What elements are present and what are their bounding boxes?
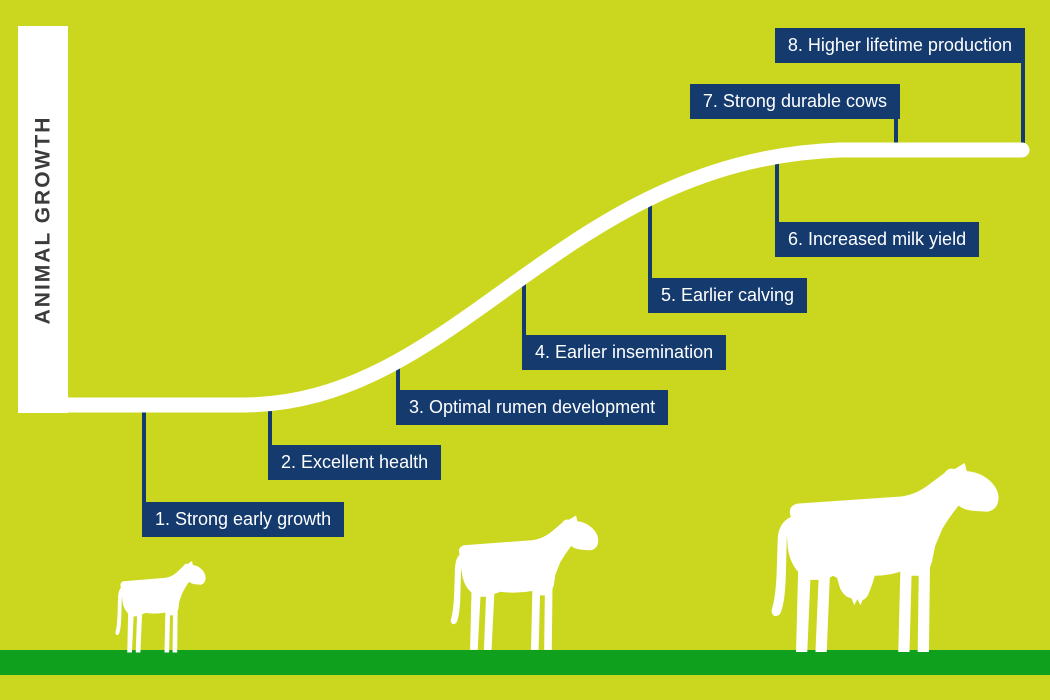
milestone-label-4: 4. Earlier insemination xyxy=(522,335,727,370)
connector-line-4 xyxy=(522,276,526,335)
connector-line-7 xyxy=(894,115,898,157)
young-cow-silhouette-path xyxy=(450,515,599,650)
sigmoid-curve-path xyxy=(52,142,1030,413)
calf-silhouette-path xyxy=(115,560,206,653)
milestone-label-7: 7. Strong durable cows xyxy=(689,84,900,119)
milestone-label-6: 6. Increased milk yield xyxy=(775,222,980,257)
milestone-label-3: 3. Optimal rumen development xyxy=(396,390,669,425)
adult-cow-icon xyxy=(771,463,999,652)
connector-line-6 xyxy=(775,154,779,222)
connector-line-2 xyxy=(268,398,272,445)
connector-line-5 xyxy=(648,196,652,278)
adult-cow-silhouette-path xyxy=(771,463,999,652)
ground-strip xyxy=(0,650,1050,675)
connector-line-3 xyxy=(396,358,400,390)
milestone-label-2: 2. Excellent health xyxy=(268,445,442,480)
milestone-label-1: 1. Strong early growth xyxy=(142,502,345,537)
milestone-label-5: 5. Earlier calving xyxy=(648,278,808,313)
y-axis-label: ANIMAL GROWTH xyxy=(31,115,55,324)
young-cow-icon xyxy=(450,515,599,650)
calf-icon xyxy=(115,560,206,653)
connector-line-1 xyxy=(142,398,146,502)
y-axis: ANIMAL GROWTH xyxy=(18,26,68,413)
connector-line-8 xyxy=(1021,60,1025,157)
milestone-label-8: 8. Higher lifetime production xyxy=(774,28,1025,63)
